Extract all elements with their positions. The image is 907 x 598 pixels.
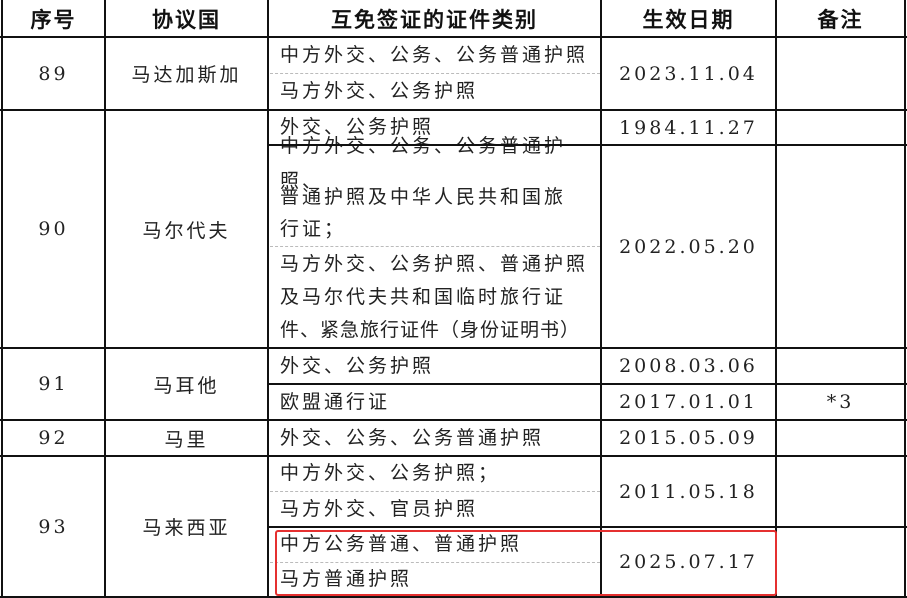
border — [268, 383, 907, 385]
row-no: 89 — [38, 62, 69, 85]
document-line: 外交、公务护照 — [280, 354, 435, 377]
header-country: 协议国 — [152, 6, 221, 32]
document-line: 中方外交、公务、公务普通护照 — [280, 43, 589, 66]
border — [1, 0, 3, 598]
border — [267, 0, 269, 598]
border — [600, 0, 602, 598]
effective-date: 2023.11.04 — [619, 62, 758, 85]
document-line: 行证； — [280, 217, 347, 240]
header-remarks: 备注 — [817, 6, 864, 32]
dashed-divider — [270, 562, 600, 563]
effective-date: 2022.05.20 — [619, 235, 758, 258]
border — [904, 0, 906, 598]
dashed-divider — [270, 491, 600, 492]
border — [775, 0, 777, 598]
effective-date: 2008.03.06 — [619, 355, 758, 377]
highlight-box — [275, 530, 777, 596]
row-country: 马达加斯加 — [131, 64, 242, 86]
header-effective-date: 生效日期 — [642, 6, 735, 32]
row-no: 91 — [38, 373, 69, 395]
document-line: 外交、公务护照 — [280, 116, 435, 138]
effective-date: 2025.07.17 — [619, 551, 758, 573]
effective-date: 2017.01.01 — [619, 391, 758, 413]
effective-date: 1984.11.27 — [619, 116, 758, 139]
row-country: 马来西亚 — [142, 517, 231, 539]
remark: *3 — [826, 391, 855, 413]
border — [0, 596, 907, 598]
border — [268, 144, 907, 146]
dashed-divider — [270, 73, 600, 74]
border — [268, 526, 907, 528]
effective-date: 2011.05.18 — [619, 480, 758, 503]
border — [0, 419, 907, 421]
document-line: 及马尔代夫共和国临时旅行证 — [280, 285, 567, 308]
border — [0, 347, 907, 349]
row-no: 93 — [38, 515, 69, 538]
row-no: 92 — [38, 427, 69, 449]
document-line: 普通护照及中华人民共和国旅 — [280, 186, 567, 208]
document-line: 中方外交、公务护照； — [280, 462, 501, 484]
border — [0, 455, 907, 457]
document-line: 马方外交、公务护照、普通护照 — [280, 252, 589, 275]
row-no: 90 — [38, 218, 69, 240]
effective-date: 2015.05.09 — [619, 427, 758, 449]
document-line: 马方外交、官员护照 — [280, 497, 479, 520]
document-line: 外交、公务、公务普通护照 — [280, 426, 545, 449]
row-country: 马耳他 — [153, 374, 220, 397]
document-line: 中方外交、公务、公务普通护照、 — [280, 135, 567, 192]
dashed-divider — [270, 246, 600, 247]
border — [0, 36, 907, 38]
document-line: 马方外交、公务护照 — [280, 80, 479, 102]
row-country: 马尔代夫 — [142, 219, 231, 242]
row-country: 马里 — [164, 428, 209, 451]
border — [0, 109, 907, 111]
header-document-type: 互免签证的证件类别 — [331, 6, 538, 32]
document-line: 件、紧急旅行证件（身份证明书） — [280, 318, 581, 341]
header-no: 序号 — [30, 6, 77, 32]
border — [104, 0, 106, 598]
document-line: 欧盟通行证 — [280, 390, 391, 413]
document-line: 马方普通护照 — [280, 568, 413, 590]
document-line: 中方公务普通、普通护照 — [280, 533, 523, 555]
